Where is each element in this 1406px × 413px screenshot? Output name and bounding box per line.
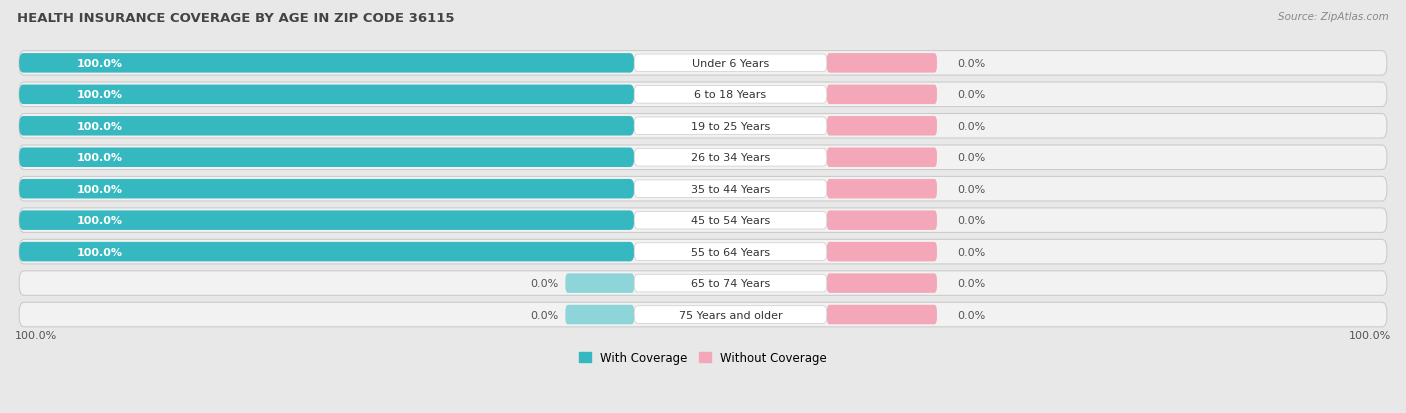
Text: 0.0%: 0.0%	[957, 310, 986, 320]
FancyBboxPatch shape	[634, 118, 827, 135]
Text: 45 to 54 Years: 45 to 54 Years	[690, 216, 770, 225]
Text: Under 6 Years: Under 6 Years	[692, 59, 769, 69]
Text: 0.0%: 0.0%	[957, 184, 986, 194]
Text: 0.0%: 0.0%	[957, 90, 986, 100]
FancyBboxPatch shape	[20, 211, 634, 230]
FancyBboxPatch shape	[20, 240, 1386, 264]
FancyBboxPatch shape	[634, 212, 827, 230]
Text: 100.0%: 100.0%	[77, 90, 122, 100]
Text: 0.0%: 0.0%	[957, 59, 986, 69]
FancyBboxPatch shape	[20, 54, 634, 74]
FancyBboxPatch shape	[634, 180, 827, 198]
FancyBboxPatch shape	[634, 243, 827, 261]
Text: 100.0%: 100.0%	[77, 184, 122, 194]
FancyBboxPatch shape	[20, 303, 1386, 327]
Legend: With Coverage, Without Coverage: With Coverage, Without Coverage	[579, 351, 827, 364]
Text: 6 to 18 Years: 6 to 18 Years	[695, 90, 766, 100]
FancyBboxPatch shape	[20, 83, 1386, 107]
Text: 75 Years and older: 75 Years and older	[679, 310, 782, 320]
Text: 65 to 74 Years: 65 to 74 Years	[690, 278, 770, 288]
Text: 0.0%: 0.0%	[530, 278, 558, 288]
Text: 100.0%: 100.0%	[77, 59, 122, 69]
FancyBboxPatch shape	[827, 211, 936, 230]
FancyBboxPatch shape	[827, 305, 936, 325]
FancyBboxPatch shape	[827, 242, 936, 262]
FancyBboxPatch shape	[565, 305, 634, 325]
FancyBboxPatch shape	[827, 54, 936, 74]
FancyBboxPatch shape	[20, 177, 1386, 202]
FancyBboxPatch shape	[20, 271, 1386, 296]
FancyBboxPatch shape	[20, 242, 634, 262]
FancyBboxPatch shape	[634, 275, 827, 292]
FancyBboxPatch shape	[565, 274, 634, 293]
FancyBboxPatch shape	[634, 55, 827, 73]
FancyBboxPatch shape	[20, 52, 1386, 76]
FancyBboxPatch shape	[827, 85, 936, 105]
Text: 0.0%: 0.0%	[957, 247, 986, 257]
FancyBboxPatch shape	[20, 209, 1386, 233]
Text: 26 to 34 Years: 26 to 34 Years	[690, 153, 770, 163]
Text: 100.0%: 100.0%	[77, 153, 122, 163]
Text: 0.0%: 0.0%	[957, 278, 986, 288]
FancyBboxPatch shape	[20, 114, 1386, 139]
Text: 0.0%: 0.0%	[957, 121, 986, 131]
FancyBboxPatch shape	[827, 180, 936, 199]
Text: Source: ZipAtlas.com: Source: ZipAtlas.com	[1278, 12, 1389, 22]
Text: 100.0%: 100.0%	[1348, 330, 1391, 340]
Text: 19 to 25 Years: 19 to 25 Years	[690, 121, 770, 131]
Text: 100.0%: 100.0%	[77, 121, 122, 131]
Text: 35 to 44 Years: 35 to 44 Years	[690, 184, 770, 194]
Text: 0.0%: 0.0%	[957, 153, 986, 163]
FancyBboxPatch shape	[20, 117, 634, 136]
FancyBboxPatch shape	[20, 180, 634, 199]
FancyBboxPatch shape	[827, 117, 936, 136]
Text: 100.0%: 100.0%	[77, 247, 122, 257]
Text: 100.0%: 100.0%	[77, 216, 122, 225]
FancyBboxPatch shape	[20, 146, 1386, 170]
FancyBboxPatch shape	[634, 149, 827, 167]
FancyBboxPatch shape	[827, 274, 936, 293]
FancyBboxPatch shape	[827, 148, 936, 168]
Text: 0.0%: 0.0%	[530, 310, 558, 320]
FancyBboxPatch shape	[634, 86, 827, 104]
Text: 0.0%: 0.0%	[957, 216, 986, 225]
Text: 100.0%: 100.0%	[15, 330, 58, 340]
Text: HEALTH INSURANCE COVERAGE BY AGE IN ZIP CODE 36115: HEALTH INSURANCE COVERAGE BY AGE IN ZIP …	[17, 12, 454, 25]
Text: 55 to 64 Years: 55 to 64 Years	[690, 247, 770, 257]
FancyBboxPatch shape	[634, 306, 827, 324]
FancyBboxPatch shape	[20, 85, 634, 105]
FancyBboxPatch shape	[20, 148, 634, 168]
